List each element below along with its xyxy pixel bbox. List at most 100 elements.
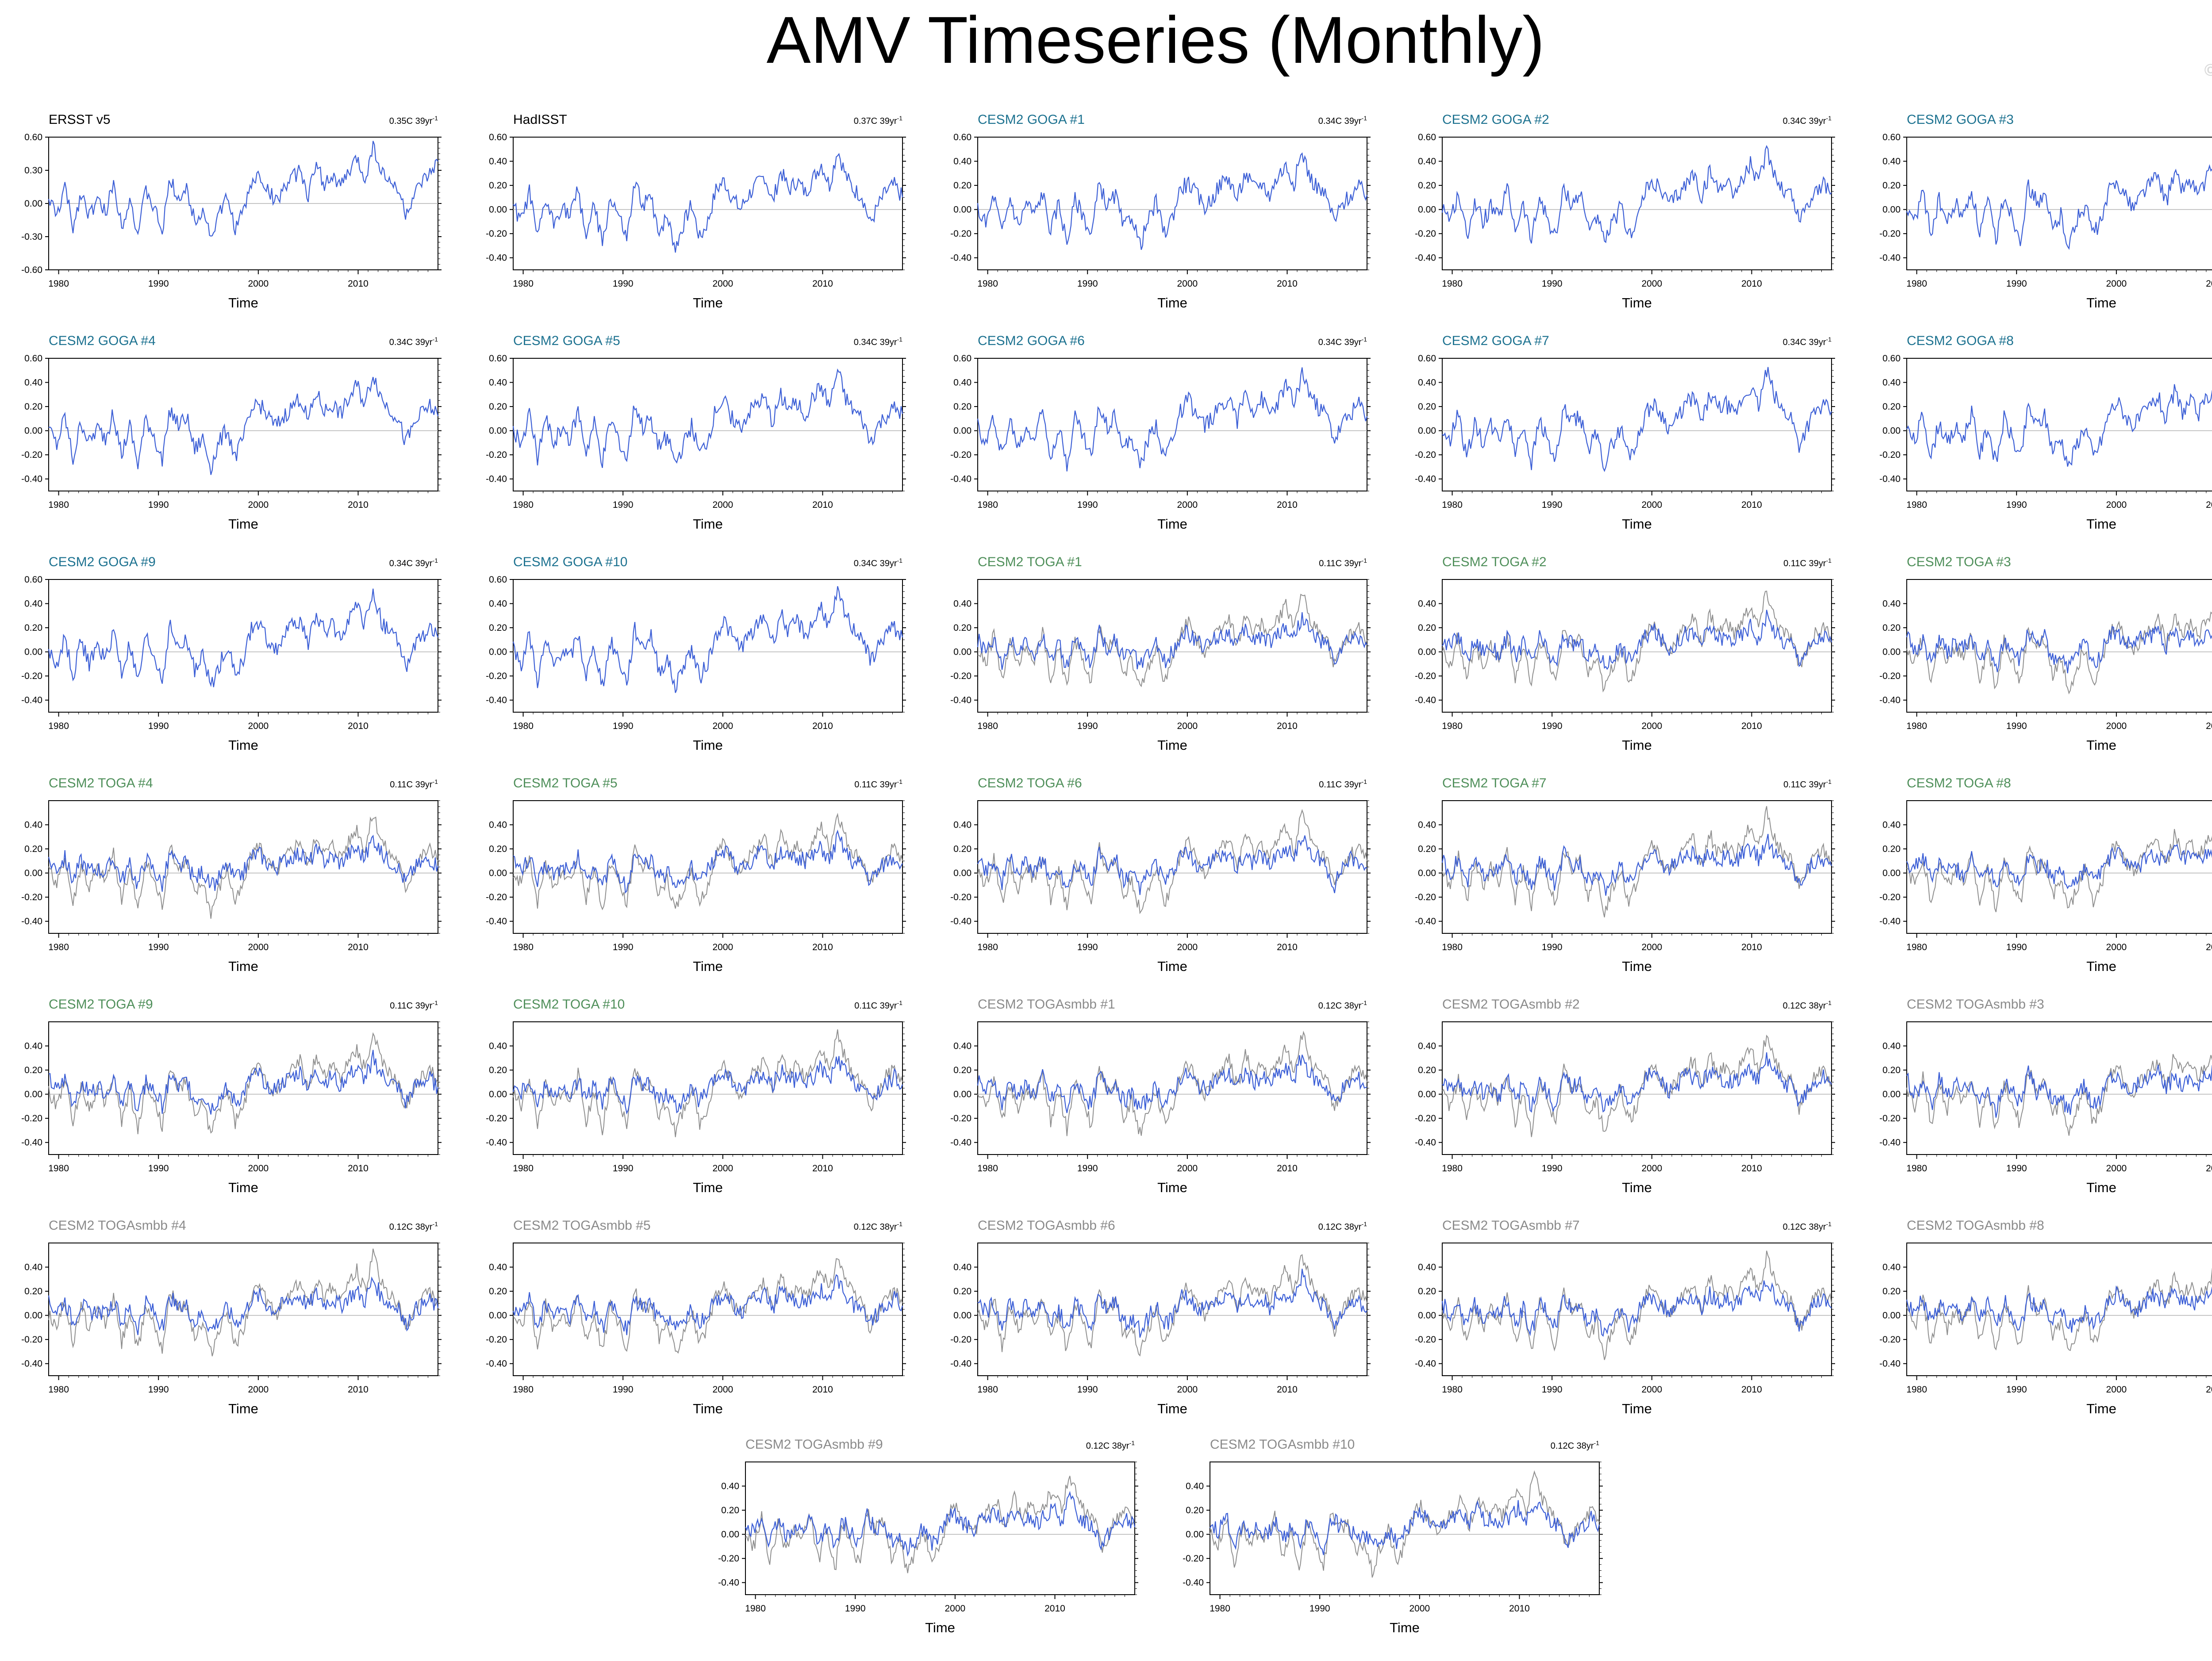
obs-series-line xyxy=(745,1476,1135,1573)
chart-panel: CESM2 TOGA #80.11C 39yr-1-0.40-0.200.000… xyxy=(1858,770,2212,982)
y-tick-label: 0.00 xyxy=(721,1530,739,1540)
y-tick-label: 0.00 xyxy=(953,1089,972,1100)
chart-panel: CESM2 GOGA #7 0.34C 39yr-1 -0.40 -0.20 0.00 0… xyxy=(1394,327,1849,540)
x-tick-label: 1990 xyxy=(613,721,634,731)
x-tick-label: 1990 xyxy=(1542,942,1563,952)
y-tick-label: -0.20 xyxy=(1415,892,1436,902)
trend-label: 0.34C 39yr-1 xyxy=(1318,115,1367,126)
y-tick-label: 0.00 xyxy=(1882,1311,1901,1321)
chart-panel: CESM2 TOGAsmbb #9 0.12C 38yr-1 -0.40 -0.20 0… xyxy=(697,1431,1152,1643)
y-tick-label: 0.00 xyxy=(1418,205,1436,215)
y-tick-label: -0.20 xyxy=(486,1113,507,1124)
plot-frame xyxy=(48,800,438,934)
y-tick-label: -0.20 xyxy=(486,892,507,902)
model-series-line xyxy=(1906,164,2212,250)
y-tick-label: -0.20 xyxy=(950,1335,972,1345)
chart-svg: HadISST 0.37C 39yr-1 -0.40 -0.20 0.00 0.20 0.4… xyxy=(486,112,906,311)
y-tick-label: -0.40 xyxy=(21,695,42,706)
x-tick-label: 2000 xyxy=(712,721,733,731)
y-tick-label: 0.40 xyxy=(953,157,972,167)
x-tick-label: 2000 xyxy=(1177,942,1198,952)
y-tick-label: 0.00 xyxy=(1418,1089,1436,1100)
x-tick-label: 2010 xyxy=(812,1385,833,1395)
model-series-line xyxy=(1906,1285,2212,1333)
panel-title: CESM2 TOGAsmbb #4 xyxy=(49,1218,186,1233)
x-axis-label: Time xyxy=(693,959,723,974)
y-tick-label: 0.40 xyxy=(489,820,507,830)
x-tick-label: 1980 xyxy=(977,500,998,510)
trend-label: 0.35C 39yr-1 xyxy=(389,115,438,126)
y-tick-label: -0.40 xyxy=(718,1578,739,1588)
x-tick-label: 2000 xyxy=(248,279,269,289)
x-tick-label: 2000 xyxy=(712,1385,733,1395)
x-tick-label: 2010 xyxy=(1741,1163,1762,1174)
x-axis-label: Time xyxy=(228,516,258,532)
x-axis-label: Time xyxy=(693,1180,723,1195)
x-axis-label: Time xyxy=(1390,1620,1420,1635)
y-tick-label: 0.00 xyxy=(489,647,507,657)
chart-svg: CESM2 TOGAsmbb #4 0.12C 38yr-1 -0.40 -0.20 0… xyxy=(21,1218,442,1416)
chart-panel: CESM2 TOGA #2 0.11C 39yr-1 -0.40 -0.20 0.00 0… xyxy=(1394,549,1849,761)
chart-svg: CESM2 GOGA #30.34C 39yr-1-0.40-0.200.000… xyxy=(1879,112,2212,311)
x-tick-label: 2010 xyxy=(1277,279,1298,289)
x-tick-label: 2010 xyxy=(1741,1385,1762,1395)
trend-label: 0.12C 38yr-1 xyxy=(1551,1439,1600,1451)
y-tick-label: -0.30 xyxy=(21,232,42,242)
y-tick-label: -0.40 xyxy=(1183,1578,1204,1588)
y-tick-label: 0.00 xyxy=(24,1311,42,1321)
y-tick-label: 0.40 xyxy=(489,378,507,388)
x-tick-label: 1980 xyxy=(513,279,534,289)
y-tick-label: 0.40 xyxy=(489,157,507,167)
obs-series-line xyxy=(48,1248,438,1357)
panel-title: CESM2 TOGA #1 xyxy=(978,555,1082,569)
x-tick-label: 2000 xyxy=(1641,942,1662,952)
model-series-line xyxy=(977,612,1367,670)
panel-title: CESM2 GOGA #3 xyxy=(1907,112,2014,127)
y-tick-label: -0.20 xyxy=(1183,1554,1204,1564)
x-tick-label: 1990 xyxy=(1542,1385,1563,1395)
y-tick-label: 0.20 xyxy=(1882,1065,1901,1075)
model-series-line xyxy=(513,829,903,894)
y-tick-label: 0.60 xyxy=(489,353,507,364)
panel-title: CESM2 TOGAsmbb #10 xyxy=(1210,1437,1355,1452)
x-tick-label: 1980 xyxy=(48,500,69,510)
x-tick-label: 2000 xyxy=(248,1163,269,1174)
x-axis-label: Time xyxy=(2086,516,2116,532)
chart-panel: CESM2 GOGA #5 0.34C 39yr-1 -0.40 -0.20 0.00 0… xyxy=(465,327,920,540)
panel-title: CESM2 TOGAsmbb #6 xyxy=(978,1218,1115,1233)
plot-frame xyxy=(1442,1021,1832,1155)
x-tick-label: 1990 xyxy=(1077,1163,1098,1174)
y-tick-label: -0.40 xyxy=(1879,695,1901,706)
x-tick-label: 2000 xyxy=(1409,1603,1430,1614)
chart-panel: CESM2 TOGAsmbb #4 0.12C 38yr-1 -0.40 -0.20 0… xyxy=(0,1212,456,1424)
plot-frame xyxy=(1906,800,2212,934)
x-tick-label: 1980 xyxy=(513,1385,534,1395)
y-tick-label: 0.20 xyxy=(489,402,507,412)
chart-svg: CESM2 GOGA #4 0.34C 39yr-1 -0.40 -0.20 0.00 0… xyxy=(21,334,442,532)
x-tick-label: 2010 xyxy=(1277,1385,1298,1395)
x-tick-label: 1990 xyxy=(148,1163,169,1174)
y-tick-label: -0.40 xyxy=(1879,253,1901,263)
x-tick-label: 2010 xyxy=(2206,500,2212,510)
chart-svg: CESM2 TOGAsmbb #9 0.12C 38yr-1 -0.40 -0.20 0… xyxy=(718,1437,1138,1635)
chart-svg: CESM2 TOGAsmbb #5 0.12C 38yr-1 -0.40 -0.20 0… xyxy=(486,1218,906,1416)
chart-svg: CESM2 TOGA #6 0.11C 39yr-1 -0.40 -0.20 0.00 0… xyxy=(950,776,1371,974)
x-axis-label: Time xyxy=(2086,959,2116,974)
y-tick-label: 0.40 xyxy=(1418,1262,1436,1273)
x-tick-label: 1980 xyxy=(1442,279,1463,289)
model-series-line xyxy=(512,368,903,468)
y-tick-label: 0.20 xyxy=(1882,180,1901,191)
x-tick-label: 1980 xyxy=(977,1385,998,1395)
plot-frame xyxy=(513,358,903,491)
model-series-line xyxy=(1210,1500,1600,1555)
x-tick-label: 1980 xyxy=(977,942,998,952)
y-tick-label: -0.20 xyxy=(1879,892,1901,902)
chart-panel: CESM2 GOGA #80.34C 39yr-1-0.40-0.200.000… xyxy=(1858,327,2212,540)
x-tick-label: 1980 xyxy=(1210,1603,1230,1614)
y-tick-label: 0.20 xyxy=(24,1065,42,1075)
y-tick-label: -0.40 xyxy=(1879,474,1901,484)
y-tick-label: 0.40 xyxy=(24,599,42,609)
x-tick-label: 2000 xyxy=(2106,942,2127,952)
trend-label: 0.12C 38yr-1 xyxy=(1783,999,1832,1011)
plot-frame xyxy=(977,358,1367,491)
